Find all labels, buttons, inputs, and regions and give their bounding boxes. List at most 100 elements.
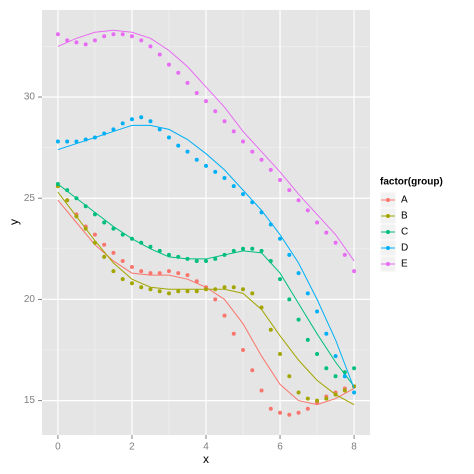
- point: [102, 254, 107, 259]
- point: [296, 317, 301, 322]
- point: [222, 175, 227, 180]
- point: [129, 34, 134, 39]
- legend-point: [386, 230, 390, 234]
- point: [111, 127, 116, 132]
- point: [315, 352, 320, 357]
- point: [324, 230, 329, 235]
- point: [278, 352, 283, 357]
- point: [213, 297, 218, 302]
- point: [176, 271, 181, 276]
- point: [139, 38, 144, 43]
- point: [204, 163, 208, 168]
- point: [185, 149, 190, 154]
- point: [65, 139, 70, 144]
- legend-point: [386, 246, 390, 250]
- point: [296, 198, 301, 203]
- y-axis-label: y: [7, 219, 21, 225]
- point: [92, 232, 97, 237]
- point: [83, 42, 88, 47]
- point: [231, 129, 236, 134]
- point: [287, 412, 292, 417]
- point: [305, 208, 310, 213]
- smooth-line: [57, 124, 355, 389]
- point: [222, 313, 227, 318]
- point: [324, 331, 329, 336]
- legend-title: factor(group): [380, 177, 443, 188]
- x-tick-label: 8: [351, 442, 357, 453]
- point: [231, 248, 236, 253]
- point: [315, 309, 320, 314]
- point: [333, 374, 338, 379]
- point: [111, 250, 116, 255]
- point: [194, 157, 199, 162]
- point: [352, 366, 357, 371]
- smooth-line: [57, 183, 355, 387]
- point: [222, 119, 227, 124]
- point: [241, 287, 246, 292]
- point: [287, 374, 292, 379]
- point: [148, 271, 153, 276]
- point: [241, 348, 246, 352]
- x-tick-label: 4: [203, 442, 209, 453]
- point: [250, 149, 255, 154]
- point: [55, 139, 60, 144]
- point: [194, 289, 199, 294]
- point: [315, 398, 320, 403]
- point: [222, 285, 227, 290]
- point: [204, 258, 208, 263]
- point: [213, 169, 218, 174]
- point: [259, 388, 264, 393]
- legend-point: [386, 198, 390, 202]
- point: [83, 204, 88, 209]
- point: [296, 390, 301, 395]
- x-axis-label: x: [203, 452, 209, 466]
- point: [65, 188, 70, 193]
- point: [129, 265, 134, 270]
- point: [342, 388, 347, 393]
- point: [342, 374, 347, 379]
- point: [166, 269, 171, 274]
- point: [342, 252, 347, 257]
- x-tick-label: 2: [129, 442, 135, 453]
- point: [278, 410, 283, 415]
- point: [139, 269, 144, 274]
- point: [148, 119, 153, 124]
- point: [65, 198, 70, 203]
- point: [241, 192, 246, 197]
- point: [176, 70, 181, 75]
- point: [278, 236, 283, 241]
- point: [204, 99, 208, 104]
- point: [111, 269, 116, 274]
- point: [157, 127, 162, 132]
- point: [120, 32, 125, 37]
- legend-label: E: [401, 259, 408, 270]
- point: [166, 135, 171, 140]
- point: [352, 390, 357, 395]
- point: [213, 256, 218, 261]
- point: [296, 410, 301, 415]
- point: [259, 157, 264, 162]
- point: [250, 246, 255, 251]
- x-tick-label: 6: [277, 442, 283, 453]
- point: [250, 291, 255, 296]
- point: [287, 188, 292, 193]
- point: [166, 291, 171, 296]
- point: [166, 252, 171, 257]
- legend-label: A: [401, 195, 408, 206]
- y-tick-label: 25: [24, 193, 36, 204]
- point: [102, 34, 107, 39]
- point: [185, 80, 190, 85]
- point: [241, 139, 246, 144]
- smooth-line: [57, 29, 355, 262]
- legend-point: [386, 214, 390, 218]
- point: [111, 32, 116, 37]
- point: [139, 285, 144, 290]
- point: [74, 139, 79, 144]
- point: [185, 273, 190, 278]
- legend-point: [386, 262, 390, 266]
- point: [296, 271, 301, 276]
- point: [278, 277, 283, 282]
- point: [268, 327, 273, 332]
- point: [148, 287, 153, 292]
- point: [305, 291, 310, 296]
